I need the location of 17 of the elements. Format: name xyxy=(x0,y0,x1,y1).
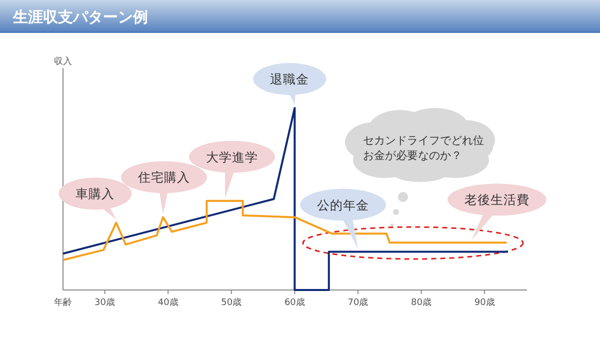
x-tick-label: 90歳 xyxy=(474,297,495,308)
annotation: セカンドライフでどれ位お金が必要なのか？ xyxy=(363,134,484,162)
x-tick-label: 60歳 xyxy=(284,297,305,308)
x-tick-label: 70歳 xyxy=(348,297,368,308)
annotation: 大学進学 xyxy=(206,149,258,164)
x-tick-label: 30歳 xyxy=(94,297,116,308)
x-tick-label: 50歳 xyxy=(221,297,242,308)
chart-title: 生涯収支パターン例 xyxy=(12,8,148,26)
annotation: 車購入 xyxy=(76,186,115,202)
annotation: 老後生活費 xyxy=(464,192,530,208)
x-tick-label: 80歳 xyxy=(411,297,432,308)
annotation: 退職金 xyxy=(270,72,310,86)
x-tick-label: 40歳 xyxy=(158,297,178,308)
annotation: 公的年金 xyxy=(316,197,369,212)
annotation: 住宅購入 xyxy=(137,170,190,185)
y-axis-title: 収入 xyxy=(54,56,72,67)
x-axis-title: 年齢 xyxy=(54,297,72,308)
